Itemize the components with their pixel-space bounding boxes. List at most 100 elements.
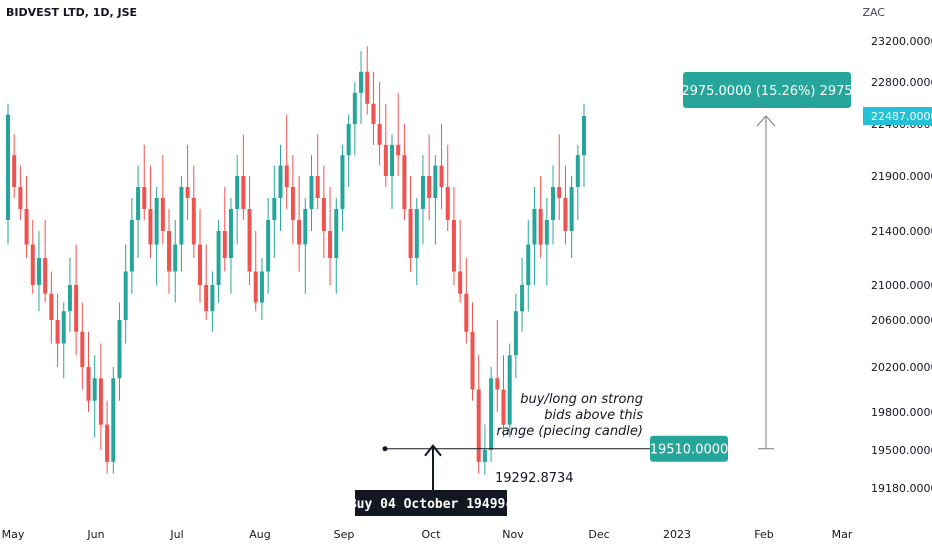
candle-body[interactable]	[340, 155, 345, 209]
candle-body[interactable]	[259, 271, 264, 303]
candle-body[interactable]	[272, 198, 277, 220]
candle-body[interactable]	[315, 176, 320, 198]
candle-body[interactable]	[92, 378, 97, 401]
candle-body[interactable]	[148, 209, 153, 245]
candle-body[interactable]	[278, 165, 283, 198]
candle-body[interactable]	[216, 231, 221, 285]
candle-body[interactable]	[377, 124, 382, 145]
candle-body[interactable]	[253, 271, 258, 303]
candle-body[interactable]	[359, 71, 364, 93]
candle-body[interactable]	[520, 285, 525, 312]
candle-body[interactable]	[235, 176, 240, 209]
candle-body[interactable]	[185, 187, 190, 198]
candle-body[interactable]	[526, 244, 531, 286]
candle-body[interactable]	[80, 331, 85, 367]
candle-body[interactable]	[36, 258, 41, 285]
candle-body[interactable]	[513, 311, 518, 356]
candle-body[interactable]	[334, 209, 339, 258]
candle-body[interactable]	[538, 209, 543, 245]
candle-body[interactable]	[297, 220, 302, 245]
candle-body[interactable]	[489, 378, 494, 450]
candle-body[interactable]	[241, 176, 246, 209]
candle-body[interactable]	[98, 378, 103, 425]
candle-body[interactable]	[396, 144, 401, 156]
candle-body[interactable]	[470, 331, 475, 390]
candle-body[interactable]	[173, 244, 178, 272]
candle-body[interactable]	[210, 285, 215, 312]
candle-body[interactable]	[476, 389, 481, 462]
candle-body[interactable]	[582, 116, 586, 156]
candle-body[interactable]	[6, 114, 10, 220]
candle-body[interactable]	[142, 187, 147, 209]
candle-body[interactable]	[111, 378, 116, 462]
candle-body[interactable]	[303, 209, 308, 245]
candle-body[interactable]	[458, 271, 463, 294]
candle-body[interactable]	[346, 124, 351, 156]
candle-body[interactable]	[321, 198, 326, 231]
candle-body[interactable]	[24, 209, 29, 245]
support-line-anchor[interactable]	[382, 446, 388, 452]
candle-body[interactable]	[390, 144, 394, 176]
price-axis[interactable]: 23200.000022800.000022400.000021900.0000…	[871, 35, 932, 495]
candle-body[interactable]	[61, 311, 66, 344]
candle-body[interactable]	[266, 220, 271, 272]
candle-body[interactable]	[154, 198, 159, 245]
candle-body[interactable]	[247, 209, 252, 272]
candle-body[interactable]	[439, 165, 444, 187]
candle-body[interactable]	[49, 293, 54, 320]
candle-body[interactable]	[433, 165, 438, 198]
candle-body[interactable]	[86, 367, 91, 401]
candle-body[interactable]	[30, 244, 35, 286]
candle-body[interactable]	[464, 293, 469, 332]
candle-body[interactable]	[427, 176, 432, 198]
candle-body[interactable]	[414, 209, 419, 258]
candle-body[interactable]	[352, 92, 357, 124]
candle-body[interactable]	[575, 155, 580, 187]
candle-body[interactable]	[160, 198, 165, 231]
candle-body[interactable]	[105, 424, 110, 462]
x-tick-label: 2023	[663, 528, 691, 541]
candle-body[interactable]	[420, 176, 425, 209]
candle-body[interactable]	[55, 320, 60, 344]
candle-body[interactable]	[18, 187, 23, 209]
candle-body[interactable]	[501, 389, 506, 425]
candle-body[interactable]	[309, 176, 314, 209]
candle-body[interactable]	[284, 165, 289, 187]
candle-body[interactable]	[290, 187, 295, 220]
candle-body[interactable]	[569, 187, 574, 231]
y-tick-label: 20200.0000	[871, 361, 932, 374]
candle-body[interactable]	[123, 271, 128, 321]
candle-body[interactable]	[408, 209, 413, 258]
candle-body[interactable]	[74, 285, 79, 332]
candle-body[interactable]	[532, 209, 537, 245]
candle-body[interactable]	[507, 355, 512, 425]
candle-body[interactable]	[167, 231, 172, 272]
candle-body[interactable]	[136, 187, 141, 220]
candle-body[interactable]	[402, 155, 407, 209]
candle-body[interactable]	[495, 378, 500, 390]
candle-body[interactable]	[328, 231, 333, 258]
candle-body[interactable]	[12, 155, 17, 187]
candle-body[interactable]	[563, 198, 568, 231]
candle-body[interactable]	[482, 450, 487, 462]
candle-body[interactable]	[222, 231, 227, 258]
candle-body[interactable]	[43, 258, 48, 294]
candle-body[interactable]	[179, 187, 184, 245]
candle-body[interactable]	[551, 187, 556, 220]
candle-body[interactable]	[117, 320, 122, 379]
candle-body[interactable]	[191, 198, 196, 245]
candle-body[interactable]	[371, 103, 376, 124]
candle-body[interactable]	[445, 187, 450, 220]
candle-body[interactable]	[228, 209, 233, 258]
candle-body[interactable]	[198, 244, 202, 286]
time-axis[interactable]: May Jun Jul Aug Sep Oct Nov Dec 2023 Feb Mar	[2, 528, 853, 541]
candle-body[interactable]	[204, 285, 209, 312]
candle-body[interactable]	[67, 285, 72, 312]
candle-body[interactable]	[383, 144, 388, 176]
candle-body[interactable]	[451, 220, 456, 272]
candle-body[interactable]	[557, 187, 562, 198]
candle-body[interactable]	[365, 71, 370, 104]
candle-body[interactable]	[544, 220, 549, 245]
candle-body[interactable]	[129, 220, 134, 272]
